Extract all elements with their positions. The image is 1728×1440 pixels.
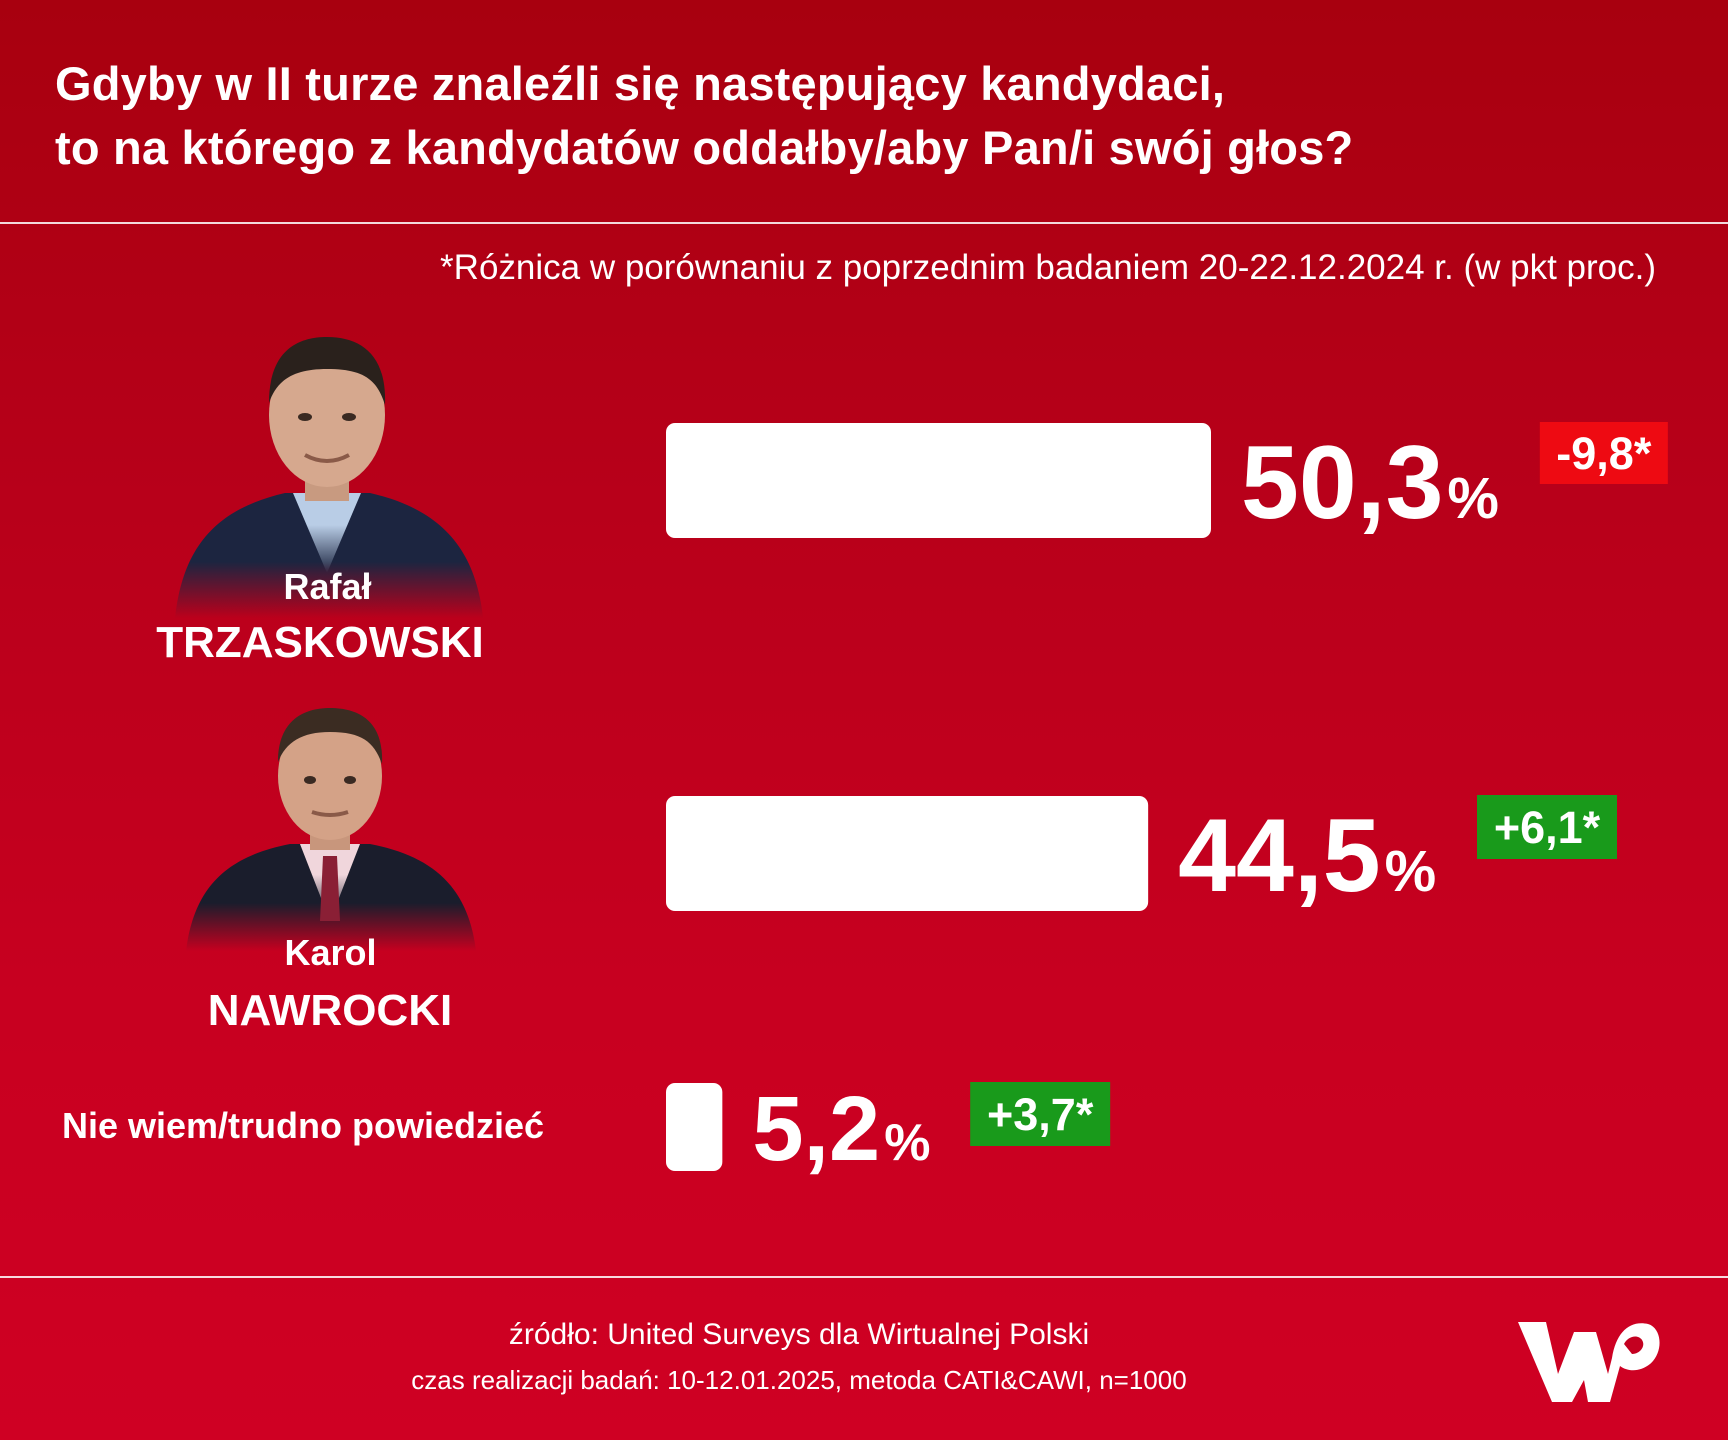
title-line-2: to na którego z kandydatów oddałby/aby P… [55, 121, 1354, 174]
footer-source-text: źródło: United Surveys dla Wirtualnej Po… [508, 1318, 1090, 1351]
footer-divider [0, 1276, 1728, 1278]
footer-source: źródło: United Surveys dla Wirtualnej Po… [0, 1318, 1728, 1352]
man-portrait-icon [175, 337, 483, 618]
bar [666, 423, 1211, 538]
bar [666, 796, 1149, 911]
footer-meta: czas realizacji badań: 10-12.01.2025, me… [0, 1365, 1728, 1396]
change-badge [970, 1082, 1111, 1146]
candidate-last-name: TRZASKOWSKI [156, 618, 484, 667]
bar [666, 1083, 723, 1171]
undecided-label: Nie wiem/trudno powiedzieć [62, 1105, 545, 1146]
title-line-1: Gdyby w II turze znaleźli się następując… [55, 57, 1226, 110]
header-divider [0, 222, 1728, 224]
change-badge [1539, 422, 1668, 484]
comparison-note: *Różnica w porównaniu z poprzednim badan… [440, 248, 1656, 287]
candidate-last-name: NAWROCKI [207, 986, 453, 1035]
page-title: Gdyby w II turze znaleźli się następując… [55, 52, 1655, 180]
candidate-first-name: Karol [284, 932, 377, 973]
candidate-first-name: Rafał [283, 566, 372, 607]
footer-meta-text: czas realizacji badań: 10-12.01.2025, me… [411, 1365, 1187, 1395]
change-label: -9,8* [1556, 428, 1652, 479]
change-label: +6,1* [1494, 802, 1601, 853]
wp-logo-icon [1512, 1310, 1662, 1415]
candidate-portrait-trzaskowski [165, 333, 490, 618]
value-label: 50,3% [1241, 425, 1499, 541]
candidate-portrait-nawrocki [178, 706, 483, 951]
value-label: 5,2% [752, 1078, 930, 1180]
change-label: +3,7* [987, 1089, 1094, 1140]
change-badge [1476, 795, 1617, 859]
man-portrait-icon [186, 708, 476, 951]
value-label: 44,5% [1178, 798, 1436, 914]
